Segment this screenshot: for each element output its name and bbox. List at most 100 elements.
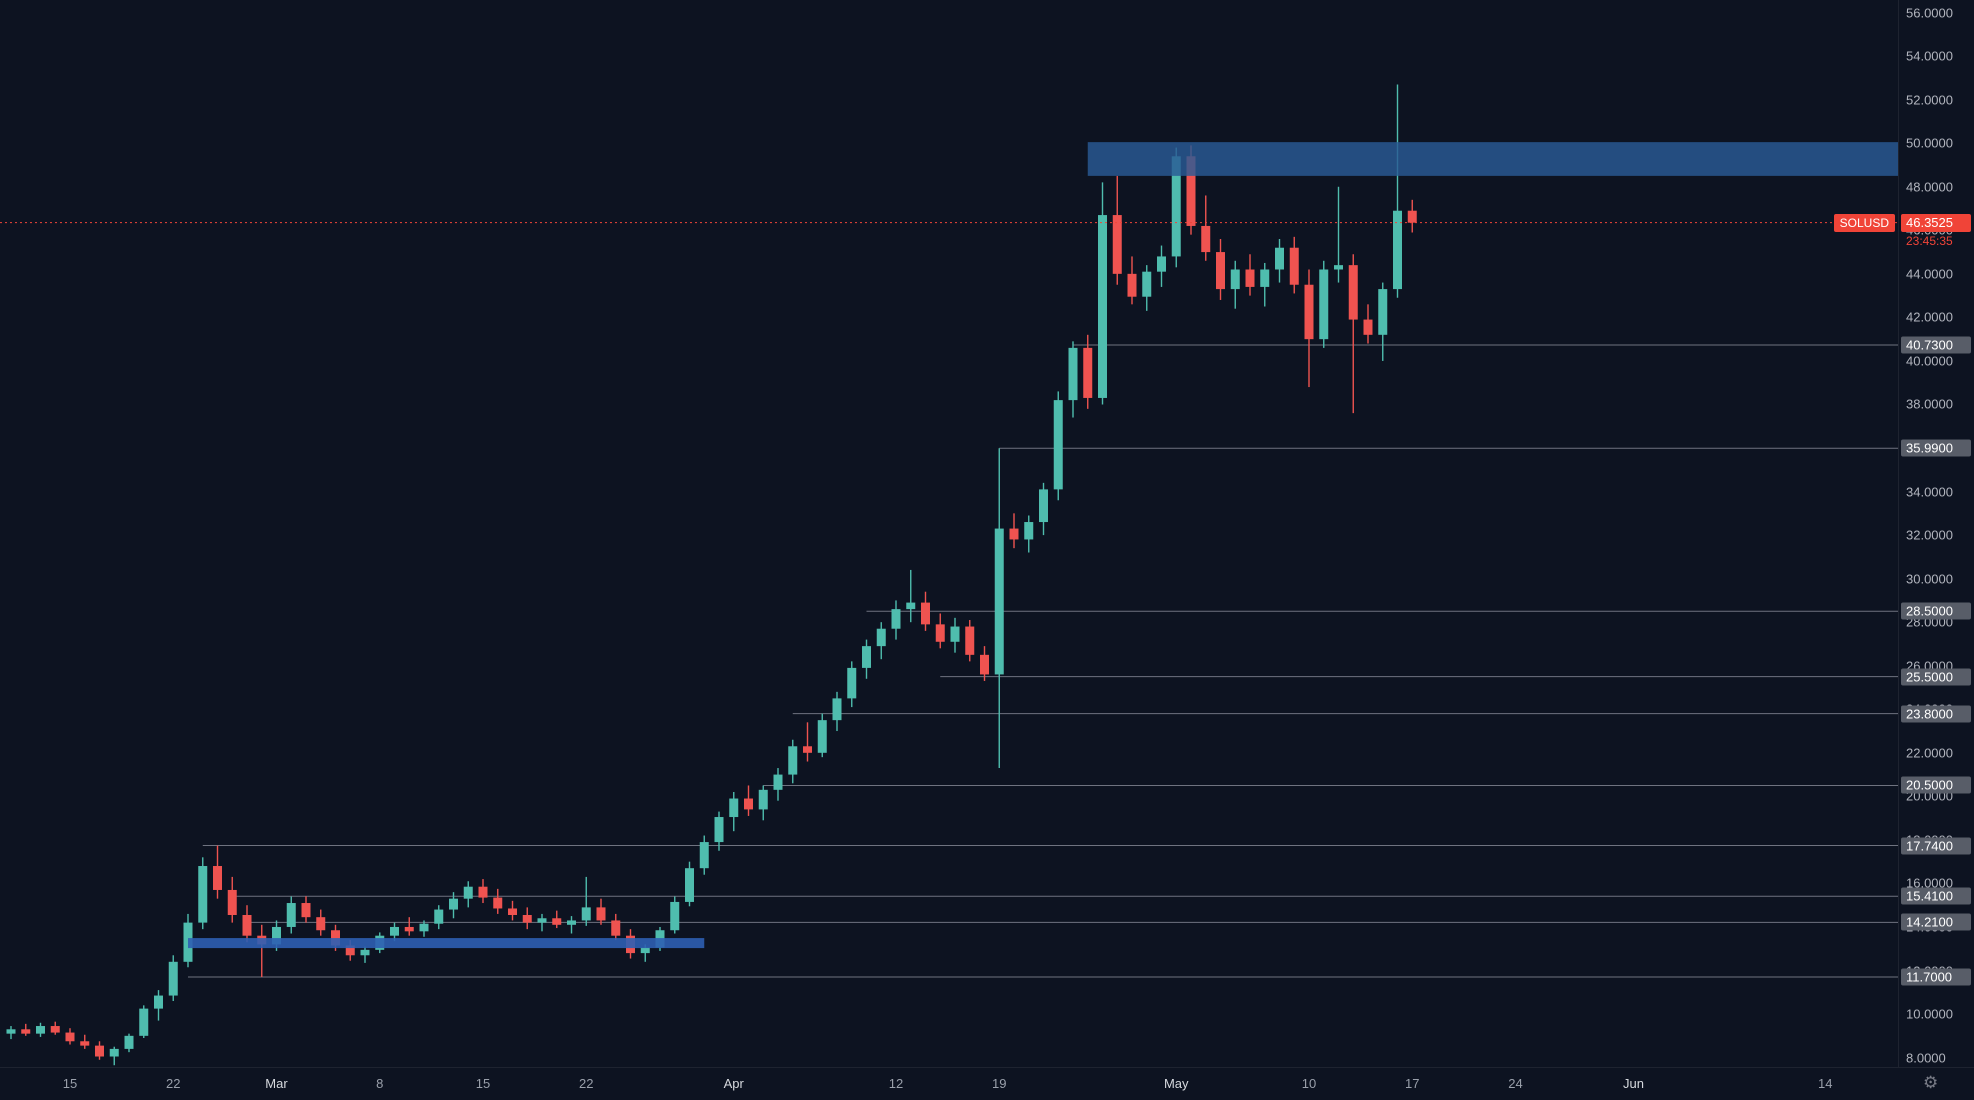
candle-body: [773, 774, 783, 790]
level-price-badge: 20.5000: [1901, 776, 1971, 794]
time-tick-label: May: [1163, 1076, 1189, 1091]
level-price-badge: 17.7400: [1901, 837, 1971, 855]
candle-body: [1068, 347, 1078, 401]
candle-body: [847, 667, 857, 699]
candle-body: [1024, 522, 1034, 540]
candle-body: [1304, 284, 1314, 340]
candle-body: [1083, 347, 1093, 398]
candle-body: [1216, 252, 1225, 290]
candle-body: [714, 817, 724, 843]
candle-body: [449, 898, 458, 910]
time-axis[interactable]: 15 22 Mar 8 15 22 Apr 12 19 May 10 17 24 Jun 14: [0, 1067, 1974, 1100]
candle-body: [463, 886, 473, 899]
last-price-badge: 46.3525: [1901, 213, 1971, 232]
time-tick-label: 10: [1301, 1076, 1317, 1091]
candle-body: [596, 907, 606, 921]
candlestick-chart-pane[interactable]: SOLUSD: [0, 0, 1898, 1067]
candle-body: [803, 746, 812, 753]
candle-body: [286, 903, 296, 927]
time-tick-label: 8: [376, 1076, 384, 1091]
candle-body: [390, 926, 399, 936]
horizontal-rays-layer[interactable]: [188, 344, 1898, 978]
candle-body: [1171, 156, 1181, 257]
candle-body: [788, 746, 798, 775]
time-tick-label: 15: [62, 1076, 78, 1091]
candle-body: [65, 1032, 75, 1042]
candle-body: [1289, 247, 1299, 285]
candle-body: [21, 1029, 31, 1034]
candle-body: [699, 842, 709, 869]
candle-body: [567, 920, 576, 925]
candle-body: [272, 926, 281, 945]
candle-body: [50, 1026, 60, 1033]
candle-body: [685, 868, 694, 902]
level-price-badge: 25.5000: [1901, 668, 1971, 686]
candle-body: [817, 720, 827, 753]
candle-body: [640, 947, 650, 954]
candle-body: [832, 698, 842, 721]
candle-body: [1009, 528, 1019, 540]
candle-body: [360, 949, 370, 956]
price-axis[interactable]: 46.3525 23:45:35 56.0000 54.0000 52.0000 50…: [1898, 0, 1974, 1067]
candle-body: [994, 528, 1004, 675]
candle-body: [227, 889, 237, 916]
candle-body: [1201, 225, 1211, 253]
candle-body: [1157, 256, 1166, 272]
symbol-name: SOLUSD: [1839, 215, 1889, 230]
level-price-badge: 14.2100: [1901, 913, 1971, 931]
time-tick-label: 22: [579, 1076, 594, 1091]
candle-body: [980, 654, 989, 675]
supply-zone[interactable]: [1087, 142, 1898, 176]
candle-body: [36, 1026, 45, 1034]
time-tick-label: 17: [1405, 1076, 1420, 1091]
candle-body: [921, 602, 930, 625]
candle-body: [862, 646, 871, 668]
price-tick-label: 8.0000: [1906, 1050, 1946, 1066]
candle-body: [109, 1048, 119, 1057]
candle-body: [729, 798, 739, 818]
time-tick-label: 15: [475, 1076, 491, 1091]
price-tick-label: 22.0000: [1906, 745, 1953, 761]
settings-gear-icon[interactable]: ⚙: [1923, 1073, 1939, 1092]
price-tick-label: 42.0000: [1906, 309, 1953, 325]
time-tick-label: Jun: [1623, 1076, 1644, 1091]
candle-body: [1142, 271, 1152, 297]
candle-body: [758, 789, 768, 810]
candle-body: [876, 628, 886, 647]
candle-body: [331, 930, 340, 946]
price-tick-label: 16.0000: [1906, 875, 1953, 891]
candle-body: [522, 915, 532, 923]
candle-body: [316, 917, 326, 931]
candle-body: [891, 609, 901, 629]
price-tick-label: 30.0000: [1906, 571, 1953, 587]
candle-body: [139, 1008, 149, 1036]
candle-body: [1393, 210, 1402, 290]
candle-body: [213, 866, 222, 890]
price-tick-label: 38.0000: [1906, 396, 1953, 412]
candle-body: [744, 798, 753, 810]
candle-body: [1112, 215, 1122, 274]
support-zone[interactable]: [188, 938, 705, 949]
candle-body: [1098, 215, 1107, 398]
price-tick-label: 40.0000: [1906, 353, 1953, 369]
price-tick-label: 50.0000: [1906, 135, 1953, 151]
candle-body: [242, 915, 252, 936]
candle-body: [1053, 400, 1063, 490]
price-tick-label: 32.0000: [1906, 527, 1953, 543]
series-price-label: SOLUSD: [1833, 213, 1895, 232]
level-price-badge: 28.5000: [1901, 602, 1971, 620]
candle-body: [345, 945, 355, 956]
time-tick-label: 19: [992, 1076, 1007, 1091]
level-price-badge: 15.4100: [1901, 887, 1971, 905]
candle-body: [168, 961, 178, 996]
candle-body: [478, 886, 488, 898]
candle-body: [935, 624, 945, 642]
time-tick-label: 14: [1818, 1076, 1833, 1091]
level-price-badge: 40.7300: [1901, 336, 1971, 354]
candle-body: [537, 918, 547, 923]
level-price-badge: 35.9900: [1901, 439, 1971, 457]
candle-body: [965, 626, 975, 655]
bar-countdown: 23:45:35: [1906, 233, 1953, 248]
price-tick-label: 10.0000: [1906, 1006, 1953, 1022]
candle-body: [552, 918, 562, 925]
